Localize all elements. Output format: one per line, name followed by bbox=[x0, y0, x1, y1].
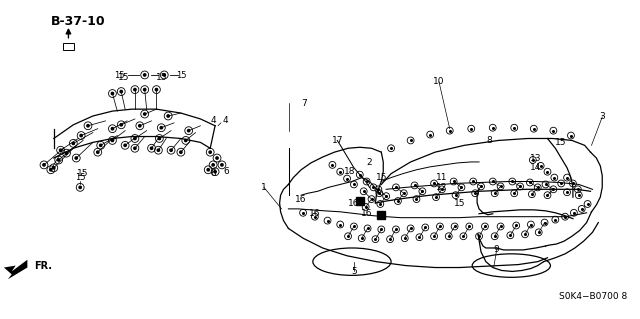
Text: 18: 18 bbox=[344, 167, 356, 176]
Circle shape bbox=[157, 149, 159, 152]
Circle shape bbox=[120, 90, 122, 93]
Circle shape bbox=[209, 151, 211, 153]
Text: 5: 5 bbox=[351, 267, 356, 276]
Circle shape bbox=[60, 149, 62, 152]
Circle shape bbox=[75, 157, 77, 159]
Circle shape bbox=[214, 171, 216, 173]
Text: 15: 15 bbox=[75, 173, 85, 182]
Circle shape bbox=[65, 152, 68, 154]
Circle shape bbox=[221, 164, 223, 166]
Circle shape bbox=[143, 113, 146, 115]
Bar bbox=[378, 211, 385, 219]
Text: 16: 16 bbox=[309, 209, 321, 218]
Text: 4: 4 bbox=[211, 116, 216, 125]
Text: 9: 9 bbox=[494, 245, 500, 255]
Circle shape bbox=[163, 74, 165, 76]
Circle shape bbox=[100, 144, 102, 146]
Circle shape bbox=[72, 142, 74, 145]
Circle shape bbox=[216, 157, 218, 159]
Circle shape bbox=[111, 139, 114, 142]
Text: 16: 16 bbox=[361, 209, 372, 218]
Text: 15: 15 bbox=[556, 138, 567, 147]
Text: 10: 10 bbox=[433, 77, 445, 86]
Circle shape bbox=[150, 147, 153, 149]
Circle shape bbox=[97, 151, 99, 153]
Text: 12: 12 bbox=[436, 183, 447, 192]
Circle shape bbox=[212, 164, 214, 166]
Circle shape bbox=[124, 144, 126, 146]
Text: 15: 15 bbox=[114, 71, 125, 80]
Text: 8: 8 bbox=[486, 136, 492, 145]
Text: 15: 15 bbox=[77, 169, 89, 178]
Circle shape bbox=[167, 115, 170, 117]
Bar bbox=[356, 197, 364, 205]
Text: 15: 15 bbox=[118, 73, 130, 82]
Text: 3: 3 bbox=[600, 113, 605, 122]
Circle shape bbox=[184, 139, 187, 142]
Circle shape bbox=[111, 92, 114, 95]
Circle shape bbox=[143, 74, 146, 76]
Circle shape bbox=[134, 147, 136, 149]
Text: B-37-10: B-37-10 bbox=[51, 15, 106, 28]
Circle shape bbox=[170, 149, 172, 152]
Circle shape bbox=[207, 169, 209, 171]
Text: 15: 15 bbox=[156, 73, 167, 82]
Circle shape bbox=[156, 88, 157, 91]
Circle shape bbox=[134, 137, 136, 140]
Text: 13: 13 bbox=[530, 153, 541, 163]
Text: S0K4−B0700 8: S0K4−B0700 8 bbox=[559, 292, 627, 301]
Text: 11: 11 bbox=[436, 173, 447, 182]
Text: 6: 6 bbox=[223, 167, 228, 176]
Text: 16: 16 bbox=[296, 195, 307, 204]
Text: 2: 2 bbox=[367, 159, 372, 167]
Circle shape bbox=[180, 151, 182, 153]
Circle shape bbox=[143, 88, 146, 91]
Circle shape bbox=[158, 137, 161, 140]
Circle shape bbox=[160, 127, 163, 129]
Text: 6: 6 bbox=[211, 169, 216, 178]
Text: 4: 4 bbox=[223, 116, 228, 125]
Circle shape bbox=[79, 186, 81, 189]
FancyBboxPatch shape bbox=[63, 43, 74, 50]
Circle shape bbox=[52, 167, 55, 169]
Circle shape bbox=[50, 169, 52, 171]
Circle shape bbox=[120, 124, 122, 126]
Circle shape bbox=[111, 128, 114, 130]
Circle shape bbox=[139, 125, 141, 127]
Text: 15: 15 bbox=[376, 173, 387, 182]
Text: FR.: FR. bbox=[34, 261, 52, 271]
Circle shape bbox=[188, 130, 190, 132]
Circle shape bbox=[80, 134, 83, 137]
Text: 14: 14 bbox=[530, 163, 541, 172]
Circle shape bbox=[134, 88, 136, 91]
Text: 16: 16 bbox=[348, 199, 360, 209]
Circle shape bbox=[87, 125, 89, 127]
Text: 15: 15 bbox=[175, 71, 186, 80]
Text: 15: 15 bbox=[454, 198, 465, 207]
Text: 17: 17 bbox=[332, 136, 343, 145]
Text: 1: 1 bbox=[261, 183, 267, 192]
Circle shape bbox=[43, 164, 45, 166]
Circle shape bbox=[58, 159, 60, 161]
Polygon shape bbox=[4, 260, 28, 279]
Text: 7: 7 bbox=[301, 99, 307, 108]
